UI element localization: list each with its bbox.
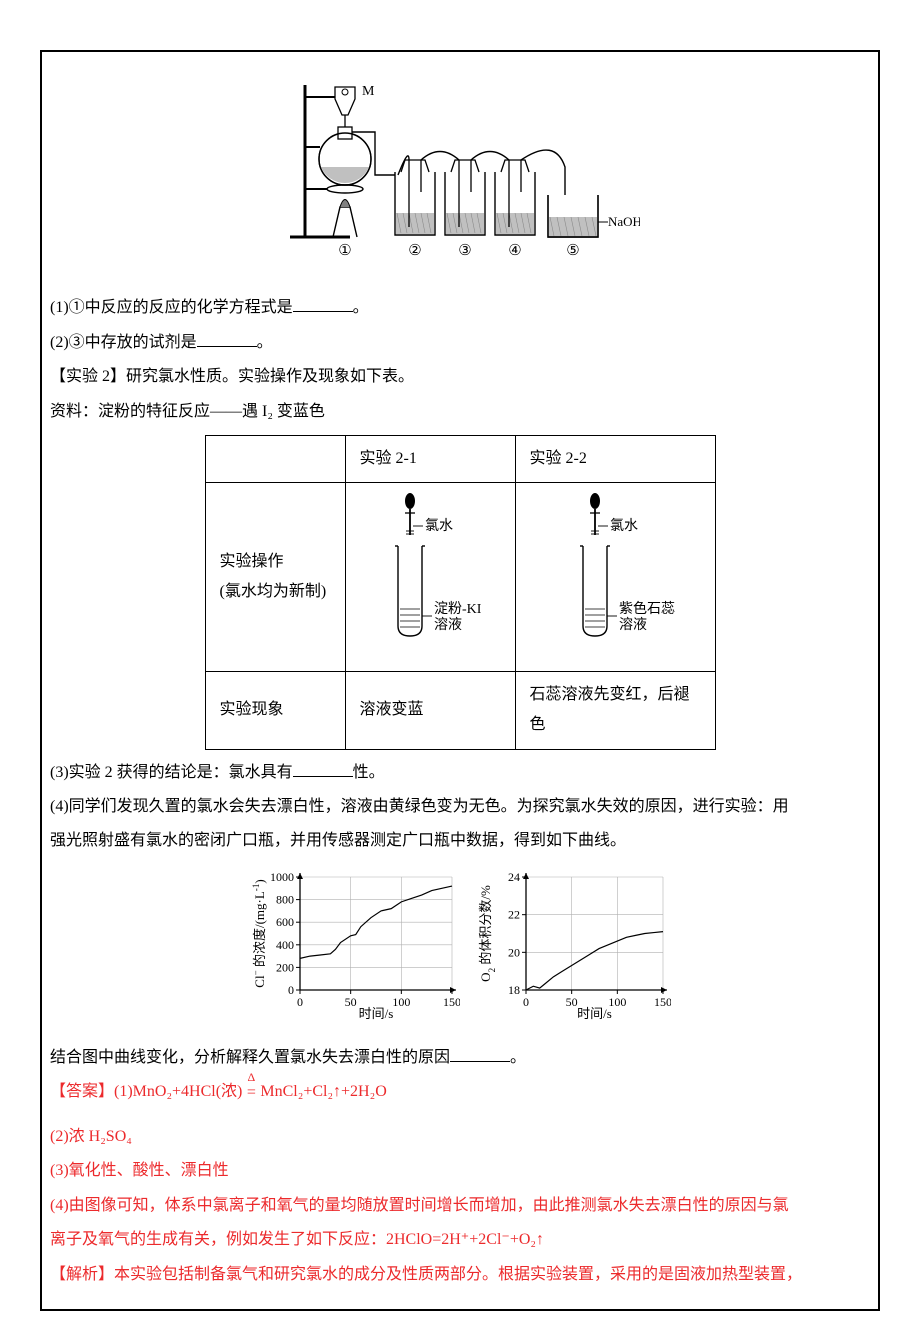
svg-text:NaOH溶液: NaOH溶液 [608,214,640,229]
chart-2: 05010015018202224时间/sO2 的体积分数/% [476,867,671,1022]
table-header-22: 实验 2-2 [515,435,715,482]
table-row: 实验 2-1 实验 2-2 [205,435,715,482]
svg-text:0: 0 [288,983,294,997]
answer-1-post: MnCl₂+Cl₂↑+2H₂O [260,1083,386,1100]
table-op-label: 实验操作 (氯水均为新制) [205,483,345,671]
svg-text:150: 150 [443,995,460,1009]
svg-text:Cl− 的浓度/(mg·L-1): Cl− 的浓度/(mg·L-1) [251,879,267,987]
q3-blank [293,761,353,777]
op-label-l1: 实验操作 [220,547,331,577]
chart-2-wrap: 05010015018202224时间/sO2 的体积分数/% [476,867,671,1033]
delta-eq-icon: Δ= [242,1078,260,1108]
chart-1-wrap: 0 50 100 150 0 200 400 600 800 1000 时间/s Cl− 的浓度/(m… [250,867,460,1033]
svg-text:紫色石蕊: 紫色石蕊 [619,600,675,617]
exp2-heading: 【实验 2】研究氯水性质。实验操作及现象如下表。 [50,362,870,392]
apparatus-diagram: M NaOH溶液 ① ② ③ ④ ⑤ [50,77,870,278]
question-4-l2: 强光照射盛有氯水的密闭广口瓶，并用传感器测定广口瓶中数据，得到如下曲线。 [50,826,870,856]
op-label-l2: (氯水均为新制) [220,577,331,607]
q3-text: (3)实验 2 获得的结论是：氯水具有 [50,764,293,781]
question-1: (1)①中反应的反应的化学方程式是 。 [50,293,870,323]
svg-text:氯水: 氯水 [610,518,638,534]
q2-blank [197,331,257,347]
experiment-table: 实验 2-1 实验 2-2 实验操作 (氯水均为新制) 氯水淀粉-KI溶液 氯水… [205,435,716,750]
svg-text:18: 18 [508,983,520,997]
svg-text:M: M [362,84,375,99]
table-row: 实验现象 溶液变蓝 石蕊溶液先变红，后褪色 [205,671,715,749]
table-header-21: 实验 2-1 [345,435,515,482]
page-frame: MNaOH溶液①②③④⑤ (1)①中反应的反应的化学方程式是。 (2)③中存放的… [40,50,880,1311]
svg-text:100: 100 [392,995,410,1009]
svg-text:②: ② [408,243,421,259]
answer-label: 【答案】 [50,1083,114,1100]
chart-1: 0 50 100 150 0 200 400 600 800 1000 时间/s Cl− 的浓度/(m… [250,867,460,1022]
table-row: 实验操作 (氯水均为新制) 氯水淀粉-KI溶液 氯水紫色石蕊溶液 [205,483,715,671]
svg-text:150: 150 [654,995,671,1009]
answer-2: (2)浓 H₂SO₄ [50,1122,870,1152]
svg-text:800: 800 [276,892,294,906]
q1-period: 。 [353,299,369,316]
answer-1-pre: (1)MnO₂+4HCl(浓) [114,1083,242,1100]
question-2: (2)③中存放的试剂是 。 [50,328,870,358]
svg-text:20: 20 [508,945,520,959]
q3-after: 性。 [353,764,385,781]
answer-1: 【答案】(1)MnO₂+4HCl(浓)Δ=MnCl₂+Cl₂↑+2H₂O [50,1077,870,1108]
svg-text:50: 50 [344,995,356,1009]
test-tube-2: 氯水紫色石蕊溶液 [550,491,680,651]
table-phenom-2: 石蕊溶液先变红，后褪色 [515,671,715,749]
q1-blank [293,296,353,312]
svg-text:氯水: 氯水 [425,518,453,534]
svg-text:24: 24 [508,870,520,884]
q2-text: (2)③中存放的试剂是 [50,334,197,351]
svg-text:0: 0 [297,995,303,1009]
svg-text:⑤: ⑤ [566,243,579,259]
question-4-l1: (4)同学们发现久置的氯水会失去漂白性，溶液由黄绿色变为无色。为探究氯水失效的原… [50,792,870,822]
svg-text:④: ④ [508,243,521,259]
conclusion-text: 结合图中曲线变化，分析解释久置氯水失去漂白性的原因 [50,1049,450,1066]
svg-text:400: 400 [276,937,294,951]
answer-4-l2: 离子及氧气的生成有关，例如发生了如下反应：2HClO=2H⁺+2Cl⁻+O₂↑ [50,1225,870,1255]
svg-text:200: 200 [276,960,294,974]
svg-text:①: ① [338,243,351,259]
svg-text:③: ③ [458,243,471,259]
test-tube-1: 氯水淀粉-KI溶液 [365,491,495,651]
svg-text:1000: 1000 [270,870,294,884]
question-3: (3)实验 2 获得的结论是：氯水具有 性。 [50,758,870,788]
tube-cell-2: 氯水紫色石蕊溶液 [515,483,715,671]
answer-4-l1: (4)由图像可知，体系中氯离子和氧气的量均随放置时间增长而增加，由此推测氯水失去… [50,1191,870,1221]
q2-period: 。 [257,334,273,351]
table-cell-blank [205,435,345,482]
table-phenom-label: 实验现象 [205,671,345,749]
conclusion-blank [450,1046,510,1062]
table-phenom-1: 溶液变蓝 [345,671,515,749]
svg-text:50: 50 [565,995,577,1009]
svg-text:600: 600 [276,915,294,929]
answer-3: (3)氧化性、酸性、漂白性 [50,1156,870,1186]
charts-row: 05010015002004006008001000时间/sCl− 的浓度/(m… [50,867,870,1033]
exp2-resource: 资料：淀粉的特征反应——遇 I₂ 变蓝色 [50,397,870,427]
svg-text:溶液: 溶液 [434,617,462,633]
svg-text:时间/s: 时间/s [577,1006,612,1021]
tube-cell-1: 氯水淀粉-KI溶液 [345,483,515,671]
svg-text:淀粉-KI: 淀粉-KI [434,601,482,617]
apparatus-svg: M NaOH溶液 ① ② ③ ④ ⑤ [280,77,640,267]
conclusion-period: 。 [510,1049,526,1066]
svg-text:0: 0 [523,995,529,1009]
svg-text:时间/s: 时间/s [358,1006,393,1021]
answer-analysis: 【解析】本实验包括制备氯气和研究氯水的成分及性质两部分。根据实验装置，采用的是固… [50,1260,870,1290]
q1-text: (1)①中反应的反应的化学方程式是 [50,299,293,316]
conclusion-prompt: 结合图中曲线变化，分析解释久置氯水失去漂白性的原因 。 [50,1043,870,1073]
svg-text:22: 22 [508,907,520,921]
svg-text:溶液: 溶液 [619,617,647,633]
svg-text:O2 的体积分数/%: O2 的体积分数/% [478,885,497,982]
